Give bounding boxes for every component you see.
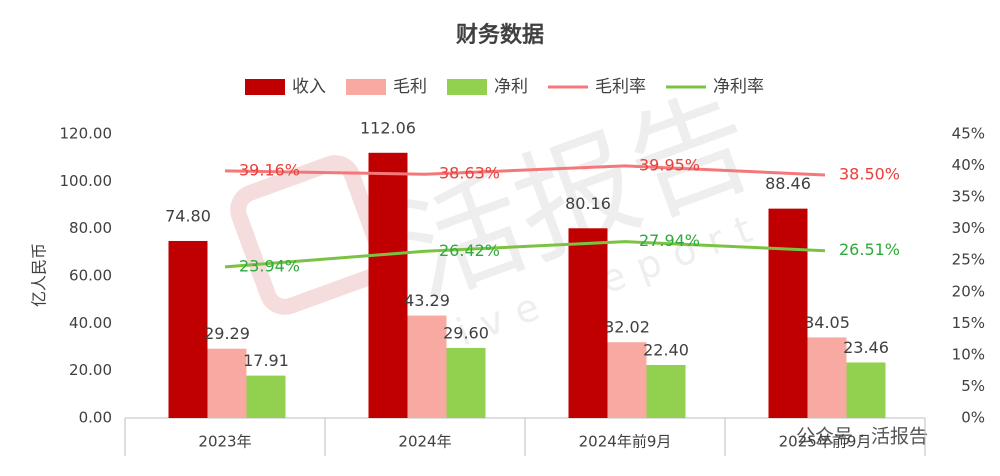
bar-value-label: 32.02: [604, 318, 650, 337]
footer: 公众号 · 活报告: [796, 426, 928, 448]
x-tick-label: 2023年: [198, 433, 251, 451]
y-tick-label: 20.00: [69, 361, 112, 379]
y2-tick-label: 15%: [952, 314, 985, 332]
y2-tick-label: 0%: [961, 409, 985, 427]
legend-label: 毛利率: [595, 77, 646, 97]
line-value-label: 23.94%: [239, 256, 300, 275]
bar: [246, 375, 286, 418]
x-tick-label: 2024年前9月: [579, 433, 672, 451]
line: [224, 240, 826, 269]
bar: [446, 347, 486, 418]
y2-tick-label: 5%: [961, 377, 985, 395]
bar: [168, 240, 208, 418]
legend-label: 净利: [494, 77, 528, 97]
legend-label: 毛利: [393, 77, 427, 97]
y2-tick-label: 30%: [952, 219, 985, 237]
chart-title: 财务数据: [456, 22, 544, 48]
line-value-label: 26.51%: [839, 240, 900, 259]
bar-value-label: 17.91: [243, 351, 289, 370]
bar: [568, 228, 608, 418]
y-tick-label: 120.00: [60, 125, 113, 143]
bar: [407, 315, 447, 418]
y-tick-label: 80.00: [69, 219, 112, 237]
y2-tick-label: 35%: [952, 188, 985, 206]
y-tick-label: 100.00: [60, 172, 113, 190]
y2-tick-label: 40%: [952, 156, 985, 174]
bar: [368, 152, 408, 419]
y-tick-label: 40.00: [69, 314, 112, 332]
bar-value-label: 74.80: [165, 206, 211, 225]
y-axis-label: 亿人民币: [30, 243, 49, 307]
bar-value-label: 88.46: [765, 174, 811, 193]
bar: [207, 348, 247, 418]
line-value-label: 38.50%: [839, 165, 900, 184]
line-value-label: 26.42%: [439, 241, 500, 260]
y-tick-label: 60.00: [69, 267, 112, 285]
x-tick-label: 2025年前9月: [779, 433, 872, 451]
legend-swatch: [245, 79, 285, 95]
bar: [646, 364, 686, 418]
bar: [807, 337, 847, 418]
y2-tick-label: 25%: [952, 251, 985, 269]
bar: [607, 342, 647, 418]
y2-tick-label: 45%: [952, 125, 985, 143]
bar-value-label: 23.46: [843, 338, 889, 357]
bar-value-label: 29.60: [443, 323, 489, 342]
bar-value-label: 34.05: [804, 313, 850, 332]
legend-label: 收入: [292, 77, 326, 97]
bar-value-label: 29.29: [204, 324, 250, 343]
x-tick-label: 2024年: [398, 433, 451, 451]
watermark-icon: [230, 155, 390, 315]
bar-value-label: 22.40: [643, 340, 689, 359]
bar-value-label: 43.29: [404, 291, 450, 310]
bar-value-label: 80.16: [565, 194, 611, 213]
line-value-label: 39.95%: [639, 155, 700, 174]
legend-swatch: [447, 79, 487, 95]
legend-label: 净利率: [713, 77, 764, 97]
line-value-label: 39.16%: [239, 160, 300, 179]
bar: [846, 362, 886, 418]
y-tick-label: 0.00: [79, 409, 112, 427]
y2-tick-label: 10%: [952, 345, 985, 363]
line: [224, 164, 826, 177]
legend-swatch: [346, 79, 386, 95]
bar: [768, 208, 808, 418]
line-value-label: 38.63%: [439, 164, 500, 183]
line-value-label: 27.94%: [639, 231, 700, 250]
bar-value-label: 112.06: [360, 118, 416, 137]
y2-tick-label: 20%: [952, 282, 985, 300]
